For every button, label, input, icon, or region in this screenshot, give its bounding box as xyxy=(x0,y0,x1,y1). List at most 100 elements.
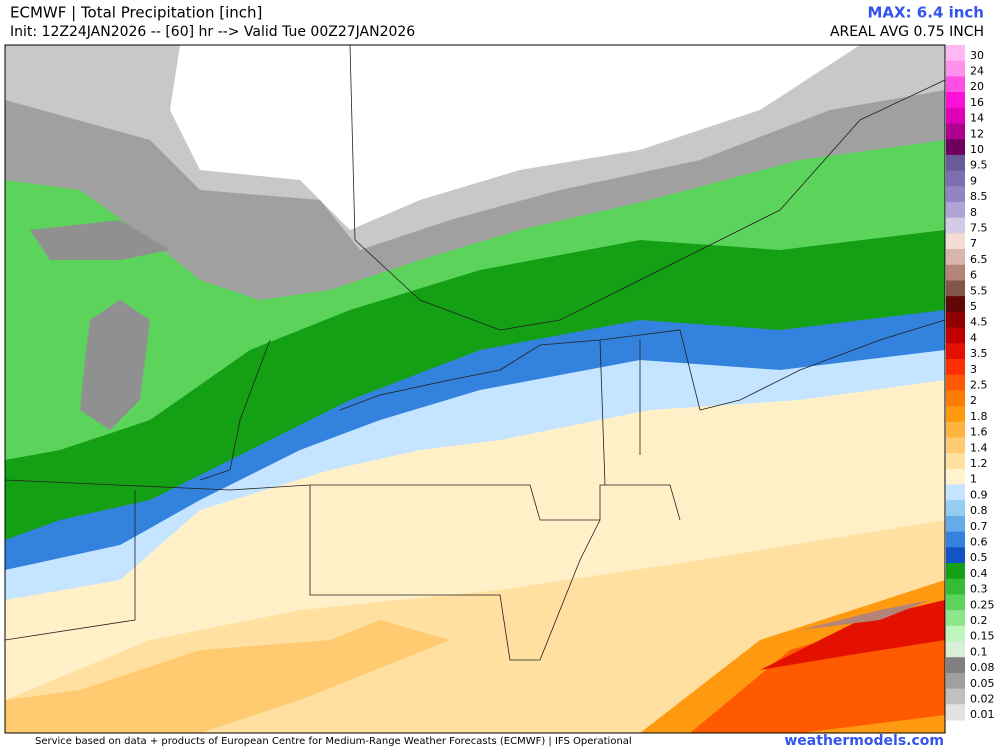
colorbar: 302420161412109.598.587.576.565.554.543.… xyxy=(946,45,995,721)
colorbar-label: 24 xyxy=(970,65,984,78)
colorbar-label: 1 xyxy=(970,473,977,486)
colorbar-label: 0.9 xyxy=(970,488,988,501)
colorbar-label: 0.15 xyxy=(970,630,995,643)
colorbar-swatch xyxy=(946,421,965,438)
colorbar-swatch xyxy=(946,311,965,329)
precip-6 xyxy=(800,600,930,630)
colorbar-label: 8.5 xyxy=(970,190,988,203)
colorbar-label: 1.6 xyxy=(970,426,988,439)
lake-superior xyxy=(30,220,170,260)
no-precip xyxy=(170,45,860,230)
colorbar-swatch xyxy=(946,217,965,234)
colorbar-label: 0.3 xyxy=(970,583,988,596)
map xyxy=(4,44,946,734)
colorbar-label: 0.02 xyxy=(970,692,995,705)
colorbar-label: 0.25 xyxy=(970,598,995,611)
colorbar-label: 10 xyxy=(970,143,984,156)
colorbar-label: 2.5 xyxy=(970,379,988,392)
colorbar-label: 3 xyxy=(970,363,977,376)
colorbar-label: 7.5 xyxy=(970,222,988,235)
colorbar-swatch xyxy=(946,484,965,501)
colorbar-swatch xyxy=(946,672,965,690)
colorbar-label: 0.4 xyxy=(970,567,988,580)
colorbar-swatch xyxy=(946,641,965,658)
colorbar-swatch xyxy=(946,233,965,250)
colorbar-swatch xyxy=(946,45,965,62)
colorbar-label: 20 xyxy=(970,80,984,93)
colorbar-label: 1.4 xyxy=(970,441,988,454)
colorbar-swatch xyxy=(946,610,965,627)
colorbar-label: 12 xyxy=(970,127,984,140)
colorbar-label: 4 xyxy=(970,331,977,344)
colorbar-label: 9 xyxy=(970,174,977,187)
colorbar-label: 5.5 xyxy=(970,284,988,297)
site: weathermodels.com xyxy=(784,733,944,749)
colorbar-swatch xyxy=(946,704,965,721)
colorbar-swatch xyxy=(946,688,965,705)
lake-michigan xyxy=(80,300,150,430)
colorbar-swatch xyxy=(946,154,965,172)
precip-1-4 xyxy=(5,620,450,733)
colorbar-label: 0.2 xyxy=(970,614,988,627)
colorbar-swatch xyxy=(946,468,965,486)
colorbar-swatch xyxy=(946,201,965,219)
colorbar-swatch xyxy=(946,186,965,203)
map-frame xyxy=(4,44,946,734)
colorbar-swatch xyxy=(946,500,965,517)
colorbar-swatch xyxy=(946,453,965,470)
colorbar-label: 4.5 xyxy=(970,316,988,329)
colorbar-label: 2 xyxy=(970,394,977,407)
init-valid: Init: 12Z24JAN2026 -- [60] hr --> Valid … xyxy=(10,24,415,40)
precip-3-5 xyxy=(760,600,945,670)
title: ECMWF | Total Precipitation [inch] xyxy=(10,4,262,22)
colorbar-swatch xyxy=(946,343,965,360)
colorbar-swatch xyxy=(946,327,965,344)
colorbar-swatch xyxy=(946,406,965,423)
colorbar-label: 0.01 xyxy=(970,708,995,721)
colorbar-label: 0.8 xyxy=(970,504,988,517)
colorbar-label: 16 xyxy=(970,96,984,109)
colorbar-label: 1.2 xyxy=(970,457,988,470)
colorbar-swatch xyxy=(946,60,965,77)
colorbar-label: 0.5 xyxy=(970,551,988,564)
colorbar-swatch xyxy=(946,123,965,140)
colorbar-label: 14 xyxy=(970,112,984,125)
colorbar-swatch xyxy=(946,249,965,266)
colorbar-swatch xyxy=(946,264,965,281)
colorbar-swatch xyxy=(946,594,965,611)
colorbar-label: 6 xyxy=(970,269,977,282)
colorbar-swatch xyxy=(946,625,965,643)
colorbar-swatch xyxy=(946,515,965,533)
borders xyxy=(5,45,945,661)
colorbar-swatch xyxy=(946,76,965,93)
colorbar-swatch xyxy=(946,107,965,124)
colorbar-label: 5 xyxy=(970,300,977,313)
colorbar-swatch xyxy=(946,170,965,187)
colorbar-swatch xyxy=(946,92,965,109)
colorbar-swatch xyxy=(946,547,965,564)
colorbar-label: 8 xyxy=(970,206,977,219)
areal-avg: AREAL AVG 0.75 INCH xyxy=(830,24,984,40)
colorbar-swatch xyxy=(946,374,965,391)
colorbar-label: 0.7 xyxy=(970,520,988,533)
colorbar-swatch xyxy=(946,139,965,156)
colorbar-label: 0.05 xyxy=(970,677,995,690)
colorbar-label: 30 xyxy=(970,49,984,62)
max-value: MAX: 6.4 inch xyxy=(867,4,984,22)
colorbar-label: 0.6 xyxy=(970,535,988,548)
colorbar-swatch xyxy=(946,563,965,580)
colorbar-swatch xyxy=(946,437,965,454)
colorbar-swatch xyxy=(946,280,965,297)
colorbar-swatch xyxy=(946,296,965,313)
credit: Service based on data + products of Euro… xyxy=(35,736,632,747)
colorbar-swatch xyxy=(946,358,965,376)
colorbar-label: 7 xyxy=(970,237,977,250)
colorbar-swatch xyxy=(946,578,965,595)
colorbar-label: 9.5 xyxy=(970,159,988,172)
colorbar-label: 3.5 xyxy=(970,347,988,360)
colorbar-swatch xyxy=(946,390,965,407)
colorbar-label: 0.08 xyxy=(970,661,995,674)
colorbar-label: 6.5 xyxy=(970,253,988,266)
colorbar-label: 0.1 xyxy=(970,645,988,658)
